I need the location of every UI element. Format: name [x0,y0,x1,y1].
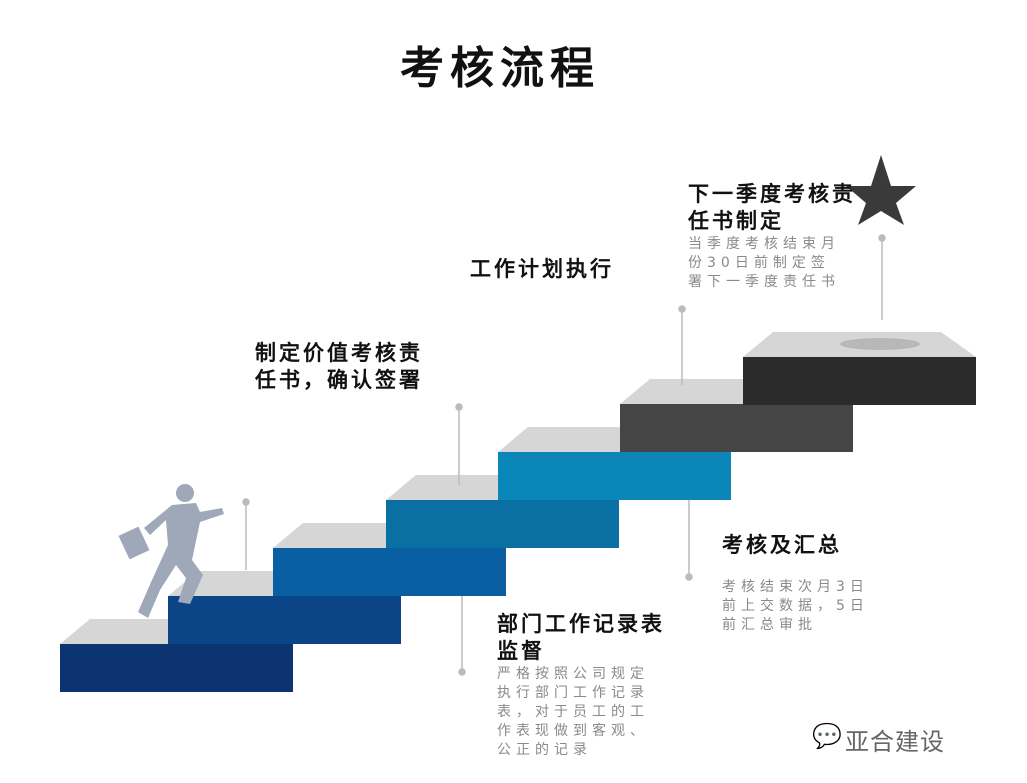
stair-step-2 [168,596,401,644]
star-icon [846,155,916,225]
page-title: 考核流程 [400,43,600,94]
stair-step-1 [60,644,293,692]
step-4-heading: 考核及汇总 [722,533,842,557]
step-4-description: 考核结束次月3日前上交数据，5日前汇总审批 [722,579,869,633]
stair-step-7 [743,357,976,405]
step-2-heading: 部门工作记录表监督 [497,612,665,663]
step-5-description: 当季度考核结束月份30日前制定签署下一季度责任书 [688,236,840,290]
stair-step-5 [498,452,731,500]
step-3-heading: 工作计划执行 [470,257,614,281]
step-5-heading: 下一季度考核责任书制定 [688,182,856,233]
wechat-icon: 💬 [812,722,842,750]
stair-step-6 [620,404,853,452]
stair-step-3 [273,548,506,596]
watermark-text: 亚合建设 [845,728,945,756]
running-businessman-icon [118,484,224,618]
stair-step-4 [386,500,619,548]
step-1-heading: 制定价值考核责任书，确认签署 [255,341,423,392]
step-2-description: 严格按照公司规定执行部门工作记录表，对于员工的工作表现做到客观、公正的记录 [497,666,649,758]
star-shadow [840,338,920,350]
connector-lines [242,234,886,676]
